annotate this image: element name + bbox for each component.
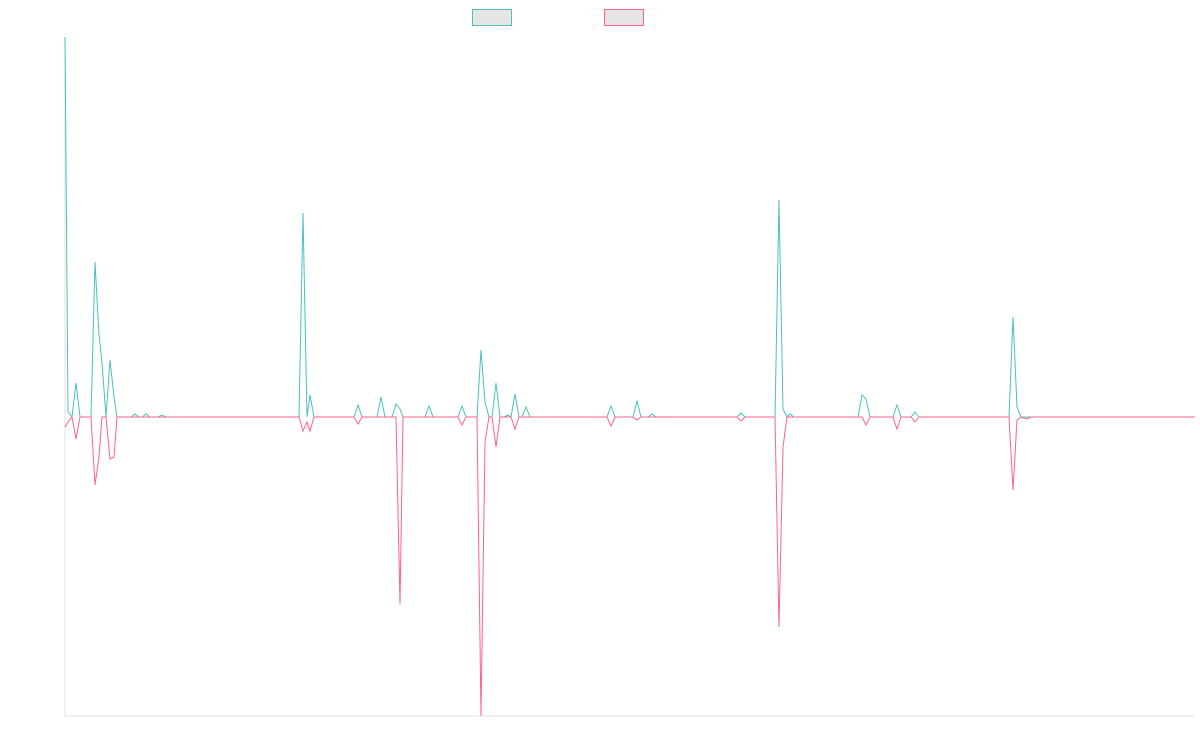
legend-swatch [472, 9, 512, 26]
series-line [64, 415, 1195, 717]
legend-swatch [604, 9, 644, 26]
series-line [64, 36, 1195, 419]
